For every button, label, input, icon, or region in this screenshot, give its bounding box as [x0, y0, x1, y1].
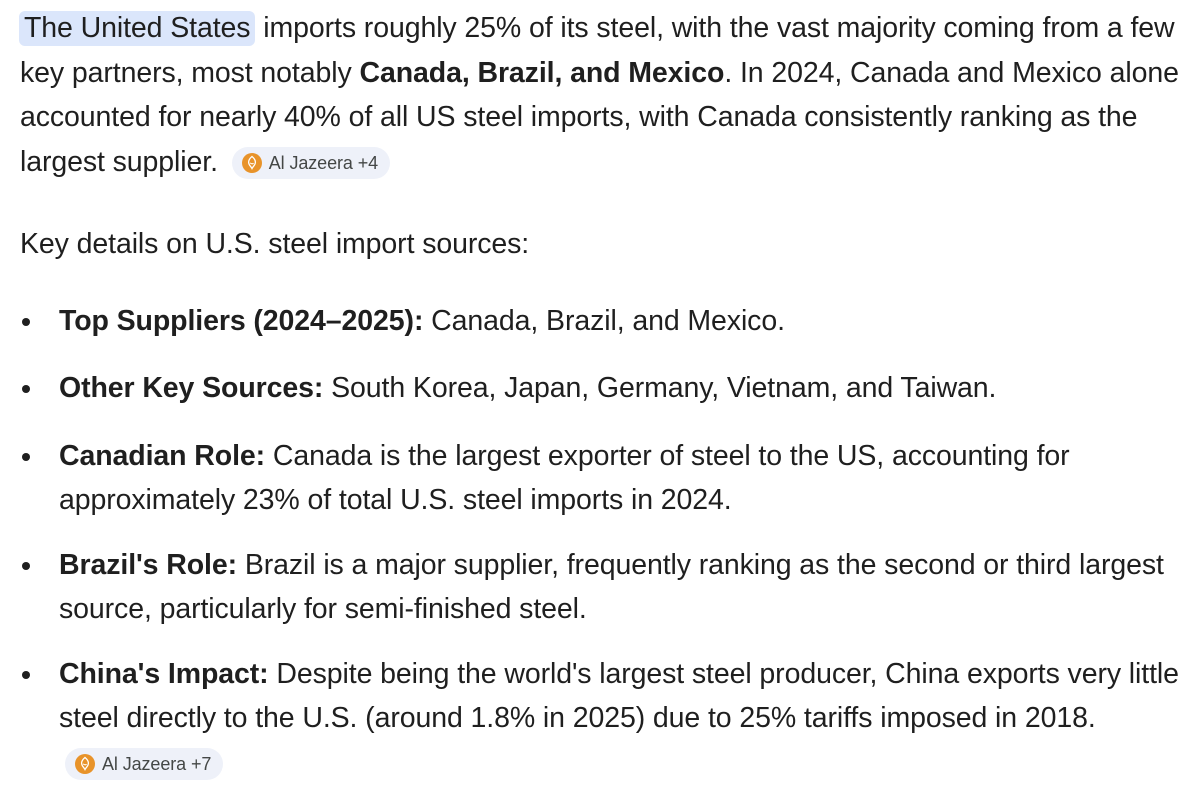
- list-item-term: Other Key Sources:: [59, 372, 324, 404]
- list-item: Top Suppliers (2024–2025): Canada, Brazi…: [20, 299, 1196, 344]
- citation-chip[interactable]: Al Jazeera +7: [65, 747, 224, 780]
- citation-label: Al Jazeera +4: [268, 152, 379, 173]
- details-heading: Key details on U.S. steel import sources…: [20, 228, 530, 260]
- al-jazeera-logo-icon: [75, 753, 95, 774]
- list-item-text: Brazil is a major supplier, frequently r…: [59, 548, 1164, 626]
- al-jazeera-logo-icon: [241, 152, 262, 173]
- bullet: [22, 561, 30, 570]
- bullet: [22, 452, 30, 461]
- list-item-text: South Korea, Japan, Germany, Vietnam, an…: [323, 372, 997, 404]
- bullet: [22, 385, 30, 393]
- intro-text-b: . In 2024, Canada and Mexico alone accou…: [20, 56, 1179, 178]
- list-item-term: Top Suppliers (2024–2025):: [59, 304, 424, 337]
- bullet: [22, 317, 30, 326]
- bullet: [22, 670, 30, 679]
- list-item-term: Brazil's Role:: [59, 548, 238, 581]
- highlighted-entity[interactable]: The United States: [19, 11, 256, 46]
- citation-chip[interactable]: Al Jazeera +4: [231, 146, 391, 179]
- list-item: Other Key Sources: South Korea, Japan, G…: [20, 366, 1196, 411]
- list-item-term: Canadian Role:: [59, 439, 266, 472]
- list-item: China's Impact: Despite being the world'…: [20, 652, 1196, 786]
- details-list: Top Suppliers (2024–2025): Canada, Brazi…: [20, 299, 1196, 786]
- list-item-text: Canada is the largest exporter of steel …: [59, 439, 1070, 517]
- intro-text-a: imports roughly 25% of its steel, with t…: [20, 12, 1175, 89]
- list-item: Canadian Role: Canada is the largest exp…: [20, 434, 1196, 523]
- list-item: Brazil's Role: Brazil is a major supplie…: [20, 543, 1196, 632]
- list-item-text: Canada, Brazil, and Mexico.: [423, 304, 785, 337]
- intro-paragraph: The United States imports roughly 25% of…: [19, 6, 1196, 184]
- list-item-term: China's Impact:: [59, 657, 269, 690]
- citation-label: Al Jazeera +7: [102, 753, 212, 774]
- list-item-text: Despite being the world's largest steel …: [59, 657, 1179, 735]
- ai-answer: The United States imports roughly 25% of…: [19, 6, 1196, 786]
- intro-bold-partners: Canada, Brazil, and Mexico: [359, 56, 725, 89]
